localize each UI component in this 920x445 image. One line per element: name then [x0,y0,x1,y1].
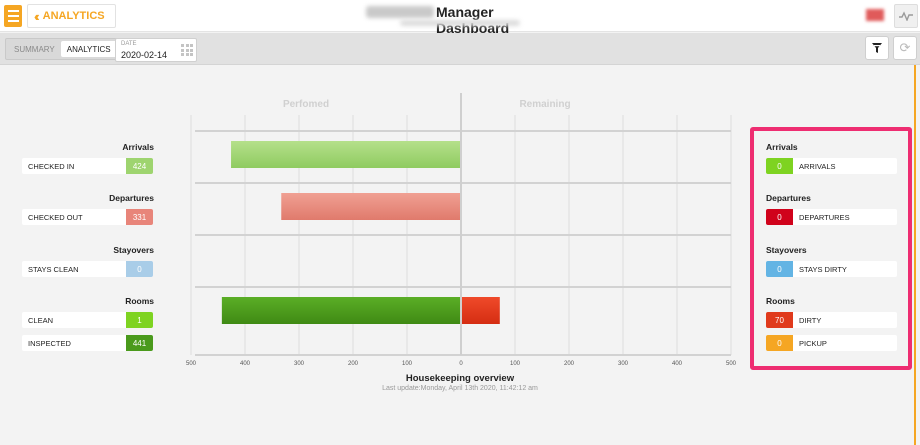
date-picker[interactable]: DATE 2020-02-14 [115,38,197,62]
refresh-icon: ⟳ [899,40,911,55]
stays-clean-value: 0 [126,261,153,277]
checked-out-label: CHECKED OUT [28,212,83,222]
departures-row[interactable]: 0 DEPARTURES [766,209,897,225]
bar-performed-rooms [221,297,460,324]
x-tick-label: 300 [618,361,629,367]
stays-dirty-value: 0 [766,261,793,277]
performed-column-label: Perfomed [283,99,329,110]
blurred-subtitle [400,20,520,26]
blurred-property-name [366,6,434,18]
left-departures-heading: Departures [109,193,154,203]
stays-clean-row[interactable]: STAYS CLEAN 0 [22,261,153,277]
dirty-value: 70 [766,312,793,328]
toolbar: SUMMARY ANALYTICS DATE 2020-02-14 ⟳ [0,33,920,65]
arrivals-row[interactable]: 0 ARRIVALS [766,158,897,174]
right-rooms-heading: Rooms [766,296,795,306]
back-button-label: ANALYTICS [42,10,105,22]
arrivals-label: ARRIVALS [799,161,836,171]
stays-dirty-row[interactable]: 0 STAYS DIRTY [766,261,897,277]
clean-row[interactable]: CLEAN 1 [22,312,153,328]
date-label: DATE [121,41,137,47]
highlight-annotation [750,127,912,370]
dirty-label: DIRTY [799,315,822,325]
x-tick-label: 100 [510,361,521,367]
top-bar: ‹‹ ANALYTICS Manager Dashboard [0,0,920,36]
bar-performed-departures [281,193,460,220]
filter-icon [872,43,882,53]
x-tick-label: 200 [348,361,359,367]
right-departures-heading: Departures [766,193,811,203]
back-to-analytics-button[interactable]: ‹‹ ANALYTICS [27,4,116,28]
checked-out-row[interactable]: CHECKED OUT 331 [22,209,153,225]
inspected-label: INSPECTED [28,338,71,348]
x-tick-label: 400 [672,361,683,367]
pickup-label: PICKUP [799,338,827,348]
double-chevron-left-icon: ‹‹ [34,8,39,24]
date-value: 2020-02-14 [121,50,168,60]
checked-in-row[interactable]: CHECKED IN 424 [22,158,153,174]
left-rooms-heading: Rooms [125,296,154,306]
x-tick-label: 500 [726,361,737,367]
x-tick-label: 500 [186,361,197,367]
arrivals-value: 0 [766,158,793,174]
inspected-value: 441 [126,335,153,351]
clean-label: CLEAN [28,315,54,325]
bar-performed-arrivals [231,141,460,168]
x-tick-label: 100 [402,361,413,367]
activity-icon[interactable] [894,4,918,28]
chart-title: Housekeeping overview [405,373,515,384]
view-toggle: SUMMARY ANALYTICS [5,38,120,60]
left-arrivals-heading: Arrivals [122,142,154,152]
dirty-row[interactable]: 70 DIRTY [766,312,897,328]
inspected-row[interactable]: INSPECTED 441 [22,335,153,351]
remaining-column-label: Remaining [519,99,570,110]
checked-in-label: CHECKED IN [28,161,75,171]
page-title-area: Manager Dashboard [360,2,560,36]
right-stayovers-heading: Stayovers [766,245,807,255]
stays-dirty-label: STAYS DIRTY [799,264,847,274]
checked-in-value: 424 [126,158,153,174]
x-tick-label: 400 [240,361,251,367]
left-stayovers-heading: Stayovers [113,245,154,255]
x-tick-label: 300 [294,361,305,367]
departures-value: 0 [766,209,793,225]
stays-clean-label: STAYS CLEAN [28,264,79,274]
bar-remaining-rooms [462,297,500,324]
language-flag-icon[interactable] [866,9,884,21]
pickup-value: 0 [766,335,793,351]
last-update-text: Last update:Monday, April 13th 2020, 11:… [382,385,538,392]
tab-summary[interactable]: SUMMARY [14,44,55,54]
clean-value: 1 [126,312,153,328]
calendar-icon [181,44,193,56]
filter-button[interactable] [865,36,889,60]
x-tick-label: 0 [459,361,463,367]
tab-analytics[interactable]: ANALYTICS [60,41,117,57]
scrollbar[interactable] [914,65,916,445]
pickup-row[interactable]: 0 PICKUP [766,335,897,351]
departures-label: DEPARTURES [799,212,850,222]
checked-out-value: 331 [126,209,153,225]
right-arrivals-heading: Arrivals [766,142,798,152]
x-tick-label: 200 [564,361,575,367]
hamburger-menu-icon[interactable] [4,5,22,27]
refresh-button[interactable]: ⟳ [893,36,917,60]
